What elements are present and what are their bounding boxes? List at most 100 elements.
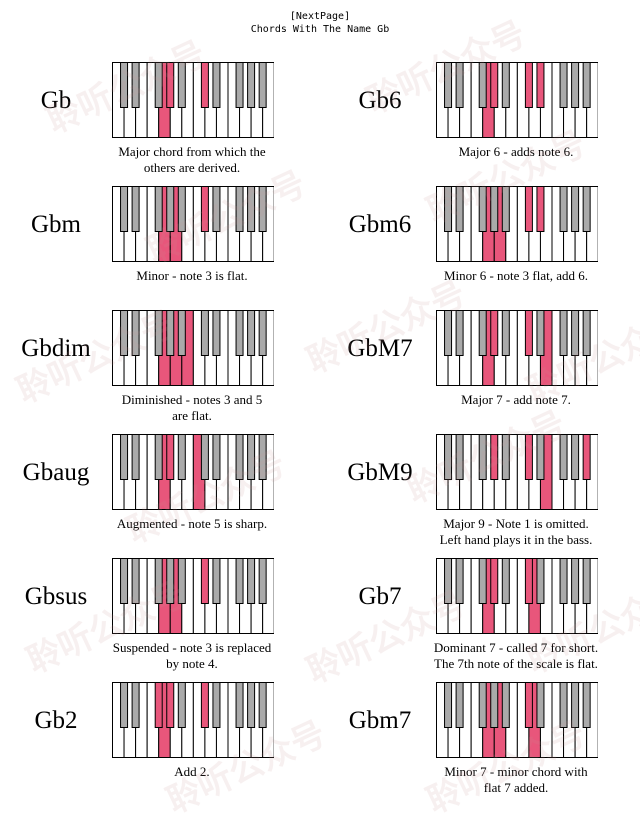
- black-key: [571, 62, 580, 108]
- black-key: [490, 558, 499, 604]
- black-key: [131, 434, 140, 480]
- black-key: [247, 310, 256, 356]
- black-key: [120, 682, 129, 728]
- page-header: [NextPage] Chords With The Name Gb: [0, 10, 640, 36]
- black-key: [166, 186, 175, 232]
- black-key: [478, 310, 487, 356]
- black-key: [131, 682, 140, 728]
- chord-description: Diminished - notes 3 and 5 are flat.: [90, 392, 294, 424]
- black-key: [154, 310, 163, 356]
- chord-name: Gb6: [358, 87, 402, 114]
- chord-description: Minor - note 3 is flat.: [90, 268, 294, 284]
- black-key: [559, 186, 568, 232]
- black-key: [478, 62, 487, 108]
- black-key: [444, 186, 453, 232]
- black-key: [258, 186, 267, 232]
- description-line: Diminished - notes 3 and 5: [121, 392, 263, 407]
- chord-description: Minor 6 - note 3 flat, add 6.: [414, 268, 618, 284]
- chord-gbm7: GbM7 Major 7 - add note 7.: [324, 310, 640, 434]
- black-key: [478, 434, 487, 480]
- black-key: [177, 682, 186, 728]
- keyboard-diagram: [112, 434, 274, 510]
- keyboard-diagram: [436, 186, 598, 262]
- black-key: [212, 434, 221, 480]
- black-key: [582, 62, 591, 108]
- black-key: [444, 434, 453, 480]
- black-key: [258, 62, 267, 108]
- black-key: [200, 682, 209, 728]
- black-key: [524, 310, 533, 356]
- chord-description: Major 7 - add note 7.: [414, 392, 618, 408]
- black-key: [154, 186, 163, 232]
- chord-gbsus: Gbsus Suspended - note 3 is replaced by no…: [0, 558, 320, 682]
- black-key: [154, 558, 163, 604]
- black-key: [258, 434, 267, 480]
- black-key: [444, 682, 453, 728]
- description-line: Major 7 - add note 7.: [461, 392, 571, 407]
- black-key: [501, 186, 510, 232]
- black-key: [571, 434, 580, 480]
- keyboard-diagram: [436, 62, 598, 138]
- keyboard-diagram: [436, 682, 598, 758]
- black-key: [258, 310, 267, 356]
- black-key: [154, 434, 163, 480]
- keyboard-diagram: [112, 62, 274, 138]
- description-line: Major 6 - adds note 6.: [458, 144, 574, 159]
- black-key: [536, 434, 545, 480]
- chord-gb6: Gb6 Major 6 - adds note 6.: [324, 62, 640, 186]
- black-key: [559, 310, 568, 356]
- keyboard-diagram: [436, 310, 598, 386]
- black-key: [444, 310, 453, 356]
- chord-name: Gbm7: [348, 707, 412, 734]
- black-key: [212, 62, 221, 108]
- keyboard-diagram: [112, 310, 274, 386]
- black-key: [536, 682, 545, 728]
- chord-gbm: Gbm Minor - note 3 is flat.: [0, 186, 320, 310]
- chord-gb7: Gb7 Dominant 7 - called 7 for short. The 7…: [324, 558, 640, 682]
- black-key: [154, 62, 163, 108]
- chord-description: Minor 7 - minor chord with flat 7 added.: [414, 764, 618, 796]
- black-key: [166, 62, 175, 108]
- description-line: Minor 7 - minor chord with: [444, 764, 588, 779]
- next-page-link[interactable]: [NextPage]: [289, 11, 351, 22]
- black-key: [247, 186, 256, 232]
- black-key: [212, 186, 221, 232]
- black-key: [571, 558, 580, 604]
- keyboard-diagram: [436, 434, 598, 510]
- black-key: [501, 558, 510, 604]
- chord-description: Major chord from which the others are der…: [90, 144, 294, 176]
- black-key: [455, 310, 464, 356]
- black-key: [455, 62, 464, 108]
- black-key: [235, 682, 244, 728]
- black-key: [120, 186, 129, 232]
- black-key: [455, 558, 464, 604]
- black-key: [177, 558, 186, 604]
- black-key: [559, 62, 568, 108]
- black-key: [582, 310, 591, 356]
- black-key: [501, 62, 510, 108]
- chord-gb: Gb Major chord from which the others are d…: [0, 62, 320, 186]
- black-key: [478, 558, 487, 604]
- black-key: [200, 434, 209, 480]
- chord-description: Major 9 - Note 1 is omitted. Left hand pl…: [414, 516, 618, 548]
- keyboard-diagram: [112, 186, 274, 262]
- black-key: [247, 434, 256, 480]
- black-key: [582, 558, 591, 604]
- chord-name: Gb2: [34, 707, 78, 734]
- description-line: Add 2.: [174, 764, 210, 779]
- chord-name: Gbaug: [22, 459, 90, 486]
- black-key: [571, 310, 580, 356]
- black-key: [177, 62, 186, 108]
- black-key: [536, 186, 545, 232]
- black-key: [131, 62, 140, 108]
- black-key: [247, 558, 256, 604]
- keyboard-diagram: [436, 558, 598, 634]
- chord-description: Suspended - note 3 is replaced by note 4.: [90, 640, 294, 672]
- black-key: [120, 434, 129, 480]
- chord-description: Augmented - note 5 is sharp.: [90, 516, 294, 532]
- black-key: [501, 682, 510, 728]
- black-key: [536, 62, 545, 108]
- black-key: [444, 558, 453, 604]
- description-line: Major 9 - Note 1 is omitted.: [443, 516, 589, 531]
- black-key: [235, 558, 244, 604]
